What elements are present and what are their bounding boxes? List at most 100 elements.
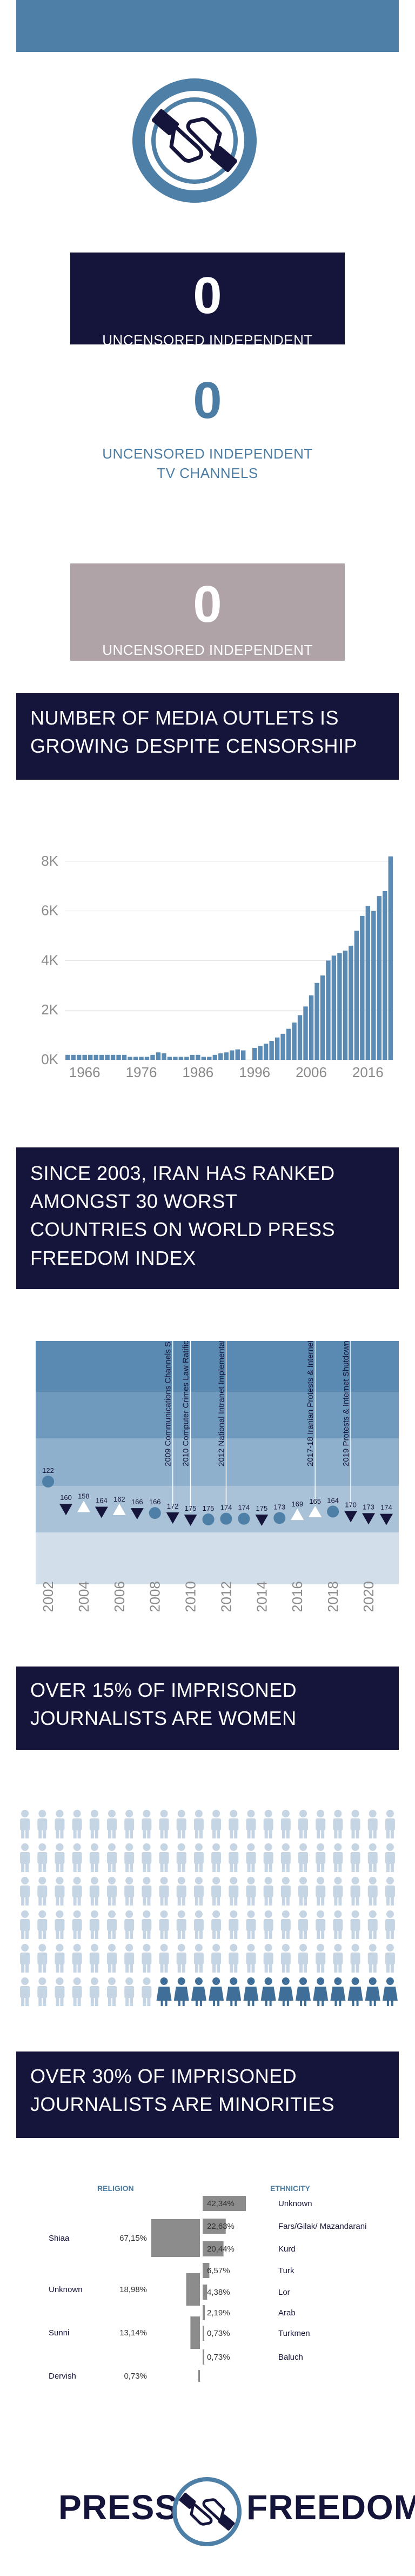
outlet-bar xyxy=(105,1054,110,1060)
ethnicity-value: 22,63% xyxy=(207,2222,235,2231)
person-icon xyxy=(107,1944,117,1973)
radio-label-line1: UNCENSORED INDEPENDENT xyxy=(102,642,313,658)
person-icon xyxy=(176,1944,186,1973)
footer-press: PRESS xyxy=(58,2488,178,2527)
religion-category: Unknown xyxy=(49,2285,83,2294)
person-icon xyxy=(89,1944,99,1973)
person-icon xyxy=(246,1944,256,1973)
person-icon xyxy=(89,1843,99,1872)
person-icon xyxy=(229,1877,239,1906)
person-icon xyxy=(246,1877,256,1906)
person-icon xyxy=(263,1810,273,1838)
breakdown-chart: RELIGION ETHNICITY Shiaa 67,15% Unknown 18,… xyxy=(49,2184,384,2400)
person-icon xyxy=(193,1944,204,1973)
woman-icon xyxy=(330,1977,346,2006)
rank-label: 169 xyxy=(291,1500,303,1508)
person-icon xyxy=(385,1810,395,1838)
outlet-bar xyxy=(258,1046,263,1060)
person-icon xyxy=(246,1910,256,1939)
religion-category: Shiaa xyxy=(49,2234,70,2243)
y-tick-label: 4K xyxy=(41,952,58,968)
newspapers-card: 0 UNCENSORED INDEPENDENT NEWSPAPERS xyxy=(70,253,345,368)
rank-label: 165 xyxy=(309,1497,321,1505)
x-tick-label: 2004 xyxy=(76,1581,92,1611)
press-index-chart: 2009 Communications Channels Shutdown 201… xyxy=(36,1341,399,1611)
person-icon xyxy=(20,1877,30,1906)
person-icon xyxy=(367,1944,378,1973)
annotation-label: 2009 Communications Channels Shutdown xyxy=(164,1341,173,1466)
outlet-bar xyxy=(178,1057,184,1060)
rank-point xyxy=(59,1504,72,1516)
person-icon xyxy=(176,1810,186,1838)
press-index-heading-line4: FREEDOM INDEX xyxy=(30,1246,196,1269)
rank-point xyxy=(309,1505,322,1517)
woman-icon xyxy=(209,1977,224,2006)
x-tick-label: 2006 xyxy=(111,1581,128,1611)
rank-label: 160 xyxy=(60,1493,72,1502)
x-tick-label: 2010 xyxy=(183,1581,199,1611)
person-icon xyxy=(193,1810,204,1838)
person-icon xyxy=(107,1877,117,1906)
outlet-bar xyxy=(326,960,331,1060)
outlet-bar xyxy=(263,1044,269,1060)
person-icon xyxy=(316,1810,326,1838)
outlet-bar xyxy=(110,1054,116,1060)
press-index-heading-line3: COUNTRIES ON WORLD PRESS xyxy=(30,1218,336,1241)
person-icon xyxy=(142,1910,152,1939)
person-icon xyxy=(333,1877,343,1906)
ethnicity-category: Unknown xyxy=(278,2199,312,2208)
person-icon xyxy=(159,1810,169,1838)
tv-label-line1: UNCENSORED INDEPENDENT xyxy=(102,446,313,462)
person-icon xyxy=(385,1910,395,1939)
person-icon xyxy=(229,1843,239,1872)
person-icon xyxy=(20,1843,30,1872)
rank-point xyxy=(362,1513,375,1525)
x-tick-label: 2020 xyxy=(360,1581,377,1611)
person-icon xyxy=(176,1843,186,1872)
rank-label: 175 xyxy=(256,1504,268,1512)
person-icon xyxy=(316,1910,326,1939)
outlet-bar xyxy=(371,911,376,1060)
person-icon xyxy=(89,1810,99,1838)
outlet-bar xyxy=(303,1006,308,1060)
women-heading: OVER 15% OF IMPRISONED JOURNALISTS ARE W… xyxy=(16,1667,399,1750)
person-icon xyxy=(72,1977,82,2006)
person-icon xyxy=(280,1843,291,1872)
person-icon xyxy=(37,1843,48,1872)
outlet-bar xyxy=(156,1052,161,1060)
y-tick-label: 0K xyxy=(41,1051,58,1067)
rank-point xyxy=(220,1512,232,1525)
ethnicity-category: Lor xyxy=(278,2288,290,2297)
person-icon xyxy=(229,1944,239,1973)
person-icon xyxy=(20,1810,30,1838)
x-tick-label: 2002 xyxy=(40,1581,56,1611)
person-icon xyxy=(55,1910,65,1939)
person-icon xyxy=(72,1944,82,1973)
outlet-bar xyxy=(77,1054,82,1060)
outlet-bar xyxy=(320,975,325,1060)
rank-label: 174 xyxy=(238,1504,250,1512)
person-icon xyxy=(142,1877,152,1906)
press-index-heading: SINCE 2003, IRAN HAS RANKED AMONGST 30 W… xyxy=(16,1147,399,1289)
person-icon xyxy=(367,1810,378,1838)
ethnicity-value: 20,44% xyxy=(207,2245,235,2254)
outlet-bar xyxy=(224,1052,229,1060)
ethnicity-value: 0,73% xyxy=(207,2353,230,2362)
person-icon xyxy=(211,1843,222,1872)
ethnicity-bar xyxy=(203,2285,208,2300)
top-banner xyxy=(16,0,399,52)
handshake-icon xyxy=(145,91,244,190)
ethnicity-category: Turk xyxy=(278,2266,294,2275)
outlet-bar xyxy=(116,1054,121,1060)
religion-bar xyxy=(198,2370,200,2382)
woman-icon xyxy=(278,1977,293,2006)
radio-label-line2: RADIO STATIONS xyxy=(147,661,268,678)
rank-point xyxy=(344,1511,358,1523)
person-icon xyxy=(124,1977,135,2006)
women-heading-line1: OVER 15% OF IMPRISONED xyxy=(30,1679,297,1701)
rank-label: 175 xyxy=(203,1504,215,1512)
person-icon xyxy=(263,1910,273,1939)
x-tick-label: 2006 xyxy=(296,1064,327,1080)
outlet-bar xyxy=(201,1057,206,1060)
newspapers-label-line2: NEWSPAPERS xyxy=(157,351,258,368)
